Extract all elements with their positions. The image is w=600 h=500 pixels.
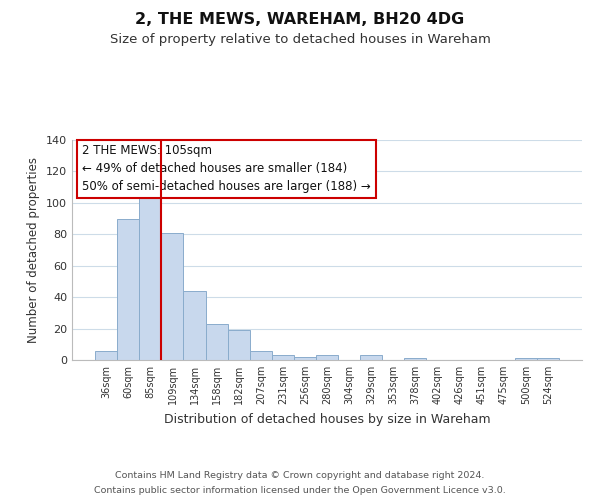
- Y-axis label: Number of detached properties: Number of detached properties: [28, 157, 40, 343]
- Bar: [117, 218, 139, 360]
- Text: Size of property relative to detached houses in Wareham: Size of property relative to detached ho…: [110, 32, 490, 46]
- Bar: [95, 350, 117, 360]
- Bar: [515, 358, 537, 360]
- Bar: [272, 356, 294, 360]
- Text: 2, THE MEWS, WAREHAM, BH20 4DG: 2, THE MEWS, WAREHAM, BH20 4DG: [136, 12, 464, 28]
- Text: 2 THE MEWS: 105sqm
← 49% of detached houses are smaller (184)
50% of semi-detach: 2 THE MEWS: 105sqm ← 49% of detached hou…: [82, 144, 371, 194]
- Text: Contains HM Land Registry data © Crown copyright and database right 2024.: Contains HM Land Registry data © Crown c…: [115, 471, 485, 480]
- Bar: [161, 232, 184, 360]
- Bar: [184, 291, 206, 360]
- Bar: [316, 356, 338, 360]
- Bar: [404, 358, 427, 360]
- Bar: [139, 198, 161, 360]
- Text: Contains public sector information licensed under the Open Government Licence v3: Contains public sector information licen…: [94, 486, 506, 495]
- Bar: [294, 357, 316, 360]
- Bar: [360, 356, 382, 360]
- Bar: [250, 350, 272, 360]
- Bar: [537, 358, 559, 360]
- X-axis label: Distribution of detached houses by size in Wareham: Distribution of detached houses by size …: [164, 412, 490, 426]
- Bar: [206, 324, 227, 360]
- Bar: [227, 330, 250, 360]
